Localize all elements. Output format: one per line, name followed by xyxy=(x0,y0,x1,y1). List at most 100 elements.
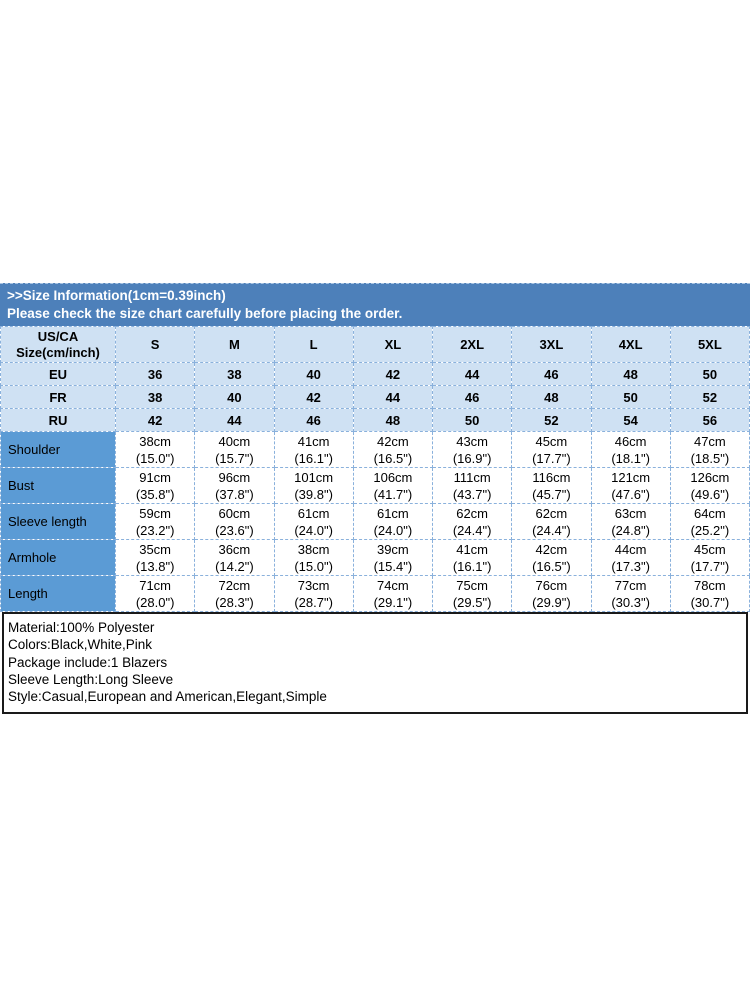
measurement-cell: 35cm (13.8") xyxy=(114,539,196,576)
measurement-inch: (14.2") xyxy=(215,558,254,574)
size-column-header: M xyxy=(194,326,275,363)
table-header-row: US/CA Size(cm/inch) S M L XL 2XL 3XL 4XL 5XL xyxy=(0,326,750,363)
measurement-cm: 43cm xyxy=(456,433,489,449)
measurement-cell: 39cm (15.4") xyxy=(352,539,434,576)
region-row-label: FR xyxy=(0,385,116,409)
measurement-inch: (15.7") xyxy=(215,450,254,466)
measurement-inch: (17.3") xyxy=(611,558,650,574)
measurement-cm: 77cm xyxy=(614,577,647,593)
measurement-cell: 42cm (16.5") xyxy=(352,431,434,468)
measurement-cm: 46cm xyxy=(614,433,647,449)
measurement-inch: (41.7") xyxy=(373,486,413,502)
measurement-cm: 101cm xyxy=(294,469,334,485)
region-size-cell: 54 xyxy=(590,408,671,432)
measurement-cm: 38cm xyxy=(139,433,172,449)
measurement-cell: 47cm (18.5") xyxy=(669,431,750,468)
measurement-cm: 42cm xyxy=(535,541,568,557)
region-size-cell: 52 xyxy=(669,385,750,409)
measurement-inch: (13.8") xyxy=(135,558,175,574)
region-size-cell: 42 xyxy=(114,408,196,432)
measurement-cm: 116cm xyxy=(532,469,571,485)
product-info-line: Sleeve Length:Long Sleeve xyxy=(8,671,174,687)
measurement-cell: 73cm (28.7") xyxy=(273,575,354,612)
measurement-inch: (24.4") xyxy=(532,522,571,538)
measurement-cell: 64cm (25.2") xyxy=(669,503,750,540)
measurement-cell: 91cm (35.8") xyxy=(114,467,196,504)
measurement-inch: (28.0") xyxy=(135,594,175,610)
measurement-cm: 74cm xyxy=(376,577,409,593)
measurement-cell: 41cm (16.1") xyxy=(273,431,354,468)
measurement-cell: 74cm (29.1") xyxy=(352,575,434,612)
measurement-cell: 75cm (29.5") xyxy=(431,575,513,612)
size-column-header: 4XL xyxy=(590,326,671,363)
region-size-cell: 42 xyxy=(352,362,434,386)
measurement-cm: 106cm xyxy=(373,469,413,485)
measurement-cm: 61cm xyxy=(297,505,330,521)
measurement-inch: (45.7") xyxy=(532,486,571,502)
measurement-cell: 77cm (30.3") xyxy=(590,575,671,612)
measurement-cell: 46cm (18.1") xyxy=(590,431,671,468)
region-size-cell: 42 xyxy=(273,385,354,409)
measurement-cm: 44cm xyxy=(614,541,647,557)
measurement-cm: 73cm xyxy=(297,577,330,593)
measurement-inch: (17.7") xyxy=(532,450,571,466)
measurement-inch: (16.9") xyxy=(452,450,492,466)
measurement-cm: 39cm xyxy=(376,541,409,557)
measurement-cell: 36cm (14.2") xyxy=(194,539,275,576)
measurement-inch: (15.4") xyxy=(373,558,413,574)
measurement-cm: 91cm xyxy=(139,469,172,485)
region-size-cell: 48 xyxy=(590,362,671,386)
region-size-cell: 46 xyxy=(431,385,513,409)
measurement-inch: (30.3") xyxy=(611,594,650,610)
measurement-cell: 41cm (16.1") xyxy=(431,539,513,576)
product-info-line: Style:Casual,European and American,Elega… xyxy=(8,689,327,705)
measurement-cm: 126cm xyxy=(690,469,730,485)
size-column-header: L xyxy=(273,326,354,363)
measurement-cell: 38cm (15.0") xyxy=(273,539,354,576)
measurement-cm: 45cm xyxy=(535,433,568,449)
measurement-cell: 78cm (30.7") xyxy=(669,575,750,612)
table-row: Length 71cm (28.0") 72cm (28.3") 73cm (28.7") 7… xyxy=(0,575,750,612)
measurement-inch: (23.6") xyxy=(215,522,254,538)
measurement-cell: 59cm (23.2") xyxy=(114,503,196,540)
banner-note: Please check the size chart carefully be… xyxy=(7,306,403,321)
measurement-cell: 111cm (43.7") xyxy=(431,467,513,504)
table-row: EU 36 38 40 42 44 46 48 50 xyxy=(0,362,750,386)
measurement-inch: (24.8") xyxy=(611,522,650,538)
region-size-cell: 50 xyxy=(590,385,671,409)
size-column-header: 2XL xyxy=(431,326,513,363)
measurement-inch: (24.0") xyxy=(373,522,413,538)
measurement-cell: 61cm (24.0") xyxy=(273,503,354,540)
region-size-cell: 46 xyxy=(273,408,354,432)
measurement-inch: (30.7") xyxy=(690,594,730,610)
measurement-row-label: Bust xyxy=(0,467,116,504)
table-row: Sleeve length 59cm (23.2") 60cm (23.6") 61cm(… xyxy=(0,503,750,540)
measurement-cm: 47cm xyxy=(693,433,726,449)
measurement-inch: (39.8") xyxy=(294,486,333,502)
measurement-inch: (29.5") xyxy=(452,594,492,610)
corner-header-line: US/CA xyxy=(37,328,79,344)
product-info-box: Material:100% Polyester Colors:Black,Whit… xyxy=(2,612,748,714)
measurement-cm: 64cm xyxy=(693,505,726,521)
measurement-inch: (28.7") xyxy=(294,594,333,610)
measurement-cm: 45cm xyxy=(693,541,726,557)
measurement-cell: 71cm (28.0") xyxy=(114,575,196,612)
measurement-inch: (29.1") xyxy=(373,594,413,610)
table-row: Armhole 35cm (13.8") 36cm (14.2") 38cm (15.0")… xyxy=(0,539,750,576)
measurement-inch: (29.9") xyxy=(532,594,571,610)
measurement-cm: 63cm xyxy=(614,505,647,521)
table-row: Shoulder 38cm (15.0") 40cm (15.7") 41cm (16.1"… xyxy=(0,431,750,468)
region-size-cell: 56 xyxy=(669,408,750,432)
region-size-cell: 52 xyxy=(511,408,592,432)
measurement-cm: 78cm xyxy=(693,577,726,593)
product-info-line: Package include:1 Blazers xyxy=(8,654,168,670)
measurement-cm: 61cm xyxy=(376,505,409,521)
region-size-cell: 36 xyxy=(114,362,196,386)
corner-header-cell: US/CA Size(cm/inch) xyxy=(0,326,116,363)
measurement-inch: (37.8") xyxy=(215,486,254,502)
region-size-cell: 40 xyxy=(273,362,354,386)
size-table: US/CA Size(cm/inch) S M L XL 2XL 3XL 4XL 5XL EU 36 3… xyxy=(0,326,750,612)
measurement-cm: 40cm xyxy=(218,433,251,449)
measurement-inch: (25.2") xyxy=(690,522,730,538)
